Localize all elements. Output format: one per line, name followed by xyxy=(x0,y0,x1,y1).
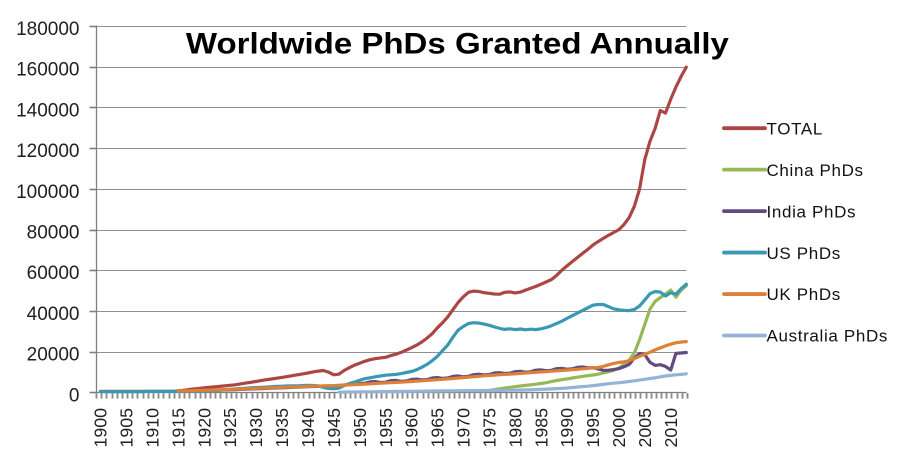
svg-text:120000: 120000 xyxy=(16,141,79,162)
svg-text:China PhDs: China PhDs xyxy=(767,161,864,180)
svg-text:1940: 1940 xyxy=(298,408,318,448)
svg-text:40000: 40000 xyxy=(27,304,80,325)
svg-text:2000: 2000 xyxy=(609,408,629,448)
svg-text:80000: 80000 xyxy=(27,223,80,244)
svg-text:140000: 140000 xyxy=(16,100,79,121)
svg-text:1970: 1970 xyxy=(454,408,474,448)
svg-text:1960: 1960 xyxy=(402,408,422,448)
svg-text:60000: 60000 xyxy=(27,263,80,284)
svg-text:1935: 1935 xyxy=(272,408,292,448)
svg-text:India PhDs: India PhDs xyxy=(767,202,857,221)
svg-text:UK PhDs: UK PhDs xyxy=(767,285,841,304)
svg-text:1905: 1905 xyxy=(117,408,137,448)
svg-text:1915: 1915 xyxy=(168,408,188,448)
svg-text:1930: 1930 xyxy=(246,408,266,448)
svg-text:1965: 1965 xyxy=(428,408,448,448)
svg-text:TOTAL: TOTAL xyxy=(767,119,823,138)
svg-text:2010: 2010 xyxy=(661,408,681,448)
svg-text:1980: 1980 xyxy=(505,408,525,448)
svg-text:160000: 160000 xyxy=(16,60,79,81)
svg-text:20000: 20000 xyxy=(27,345,80,366)
svg-text:1920: 1920 xyxy=(194,408,214,448)
svg-text:1945: 1945 xyxy=(324,408,344,448)
svg-text:180000: 180000 xyxy=(16,19,79,40)
svg-text:1995: 1995 xyxy=(583,408,603,448)
svg-text:100000: 100000 xyxy=(16,182,79,203)
svg-text:Worldwide PhDs Granted Annuall: Worldwide PhDs Granted Annually xyxy=(186,27,729,60)
svg-text:1955: 1955 xyxy=(376,408,396,448)
svg-text:1950: 1950 xyxy=(350,408,370,448)
svg-text:Australia PhDs: Australia PhDs xyxy=(767,327,889,346)
svg-text:2005: 2005 xyxy=(635,408,655,448)
svg-text:1910: 1910 xyxy=(142,408,162,448)
svg-text:0: 0 xyxy=(69,385,80,406)
svg-text:1900: 1900 xyxy=(91,408,111,448)
svg-text:1925: 1925 xyxy=(220,408,240,448)
svg-text:US PhDs: US PhDs xyxy=(767,244,841,263)
svg-text:1975: 1975 xyxy=(479,408,499,448)
svg-text:1985: 1985 xyxy=(531,408,551,448)
svg-text:1990: 1990 xyxy=(557,408,577,448)
